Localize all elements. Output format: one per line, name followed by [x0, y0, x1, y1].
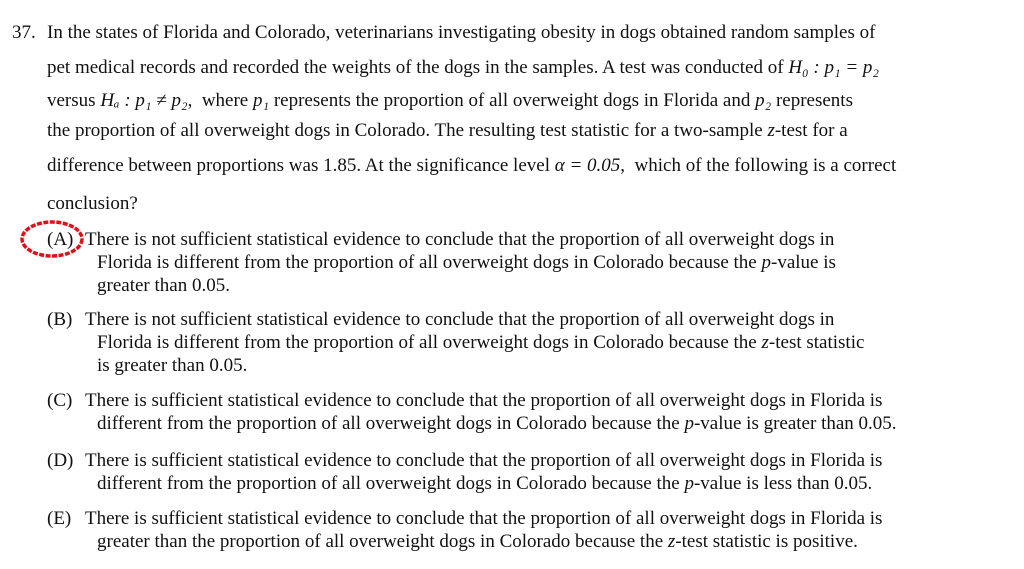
answer-circle [20, 220, 84, 258]
math: p [684, 413, 694, 434]
text-line: different from the proportion of all ove… [97, 413, 897, 435]
math: z [767, 120, 775, 141]
text: greater than the proportion of all overw… [97, 531, 668, 552]
text: There is not sufficient statistical evid… [85, 309, 835, 330]
text: -test for a [774, 120, 848, 141]
text: There is sufficient statistical evidence… [85, 450, 883, 471]
text-line: Florida is different from the proportion… [97, 252, 836, 274]
math: α = 0.05 [554, 155, 621, 176]
math: z [667, 531, 676, 552]
text-line: pet medical records and recorded the wei… [47, 57, 879, 79]
text: is greater than 0.05. [97, 355, 248, 376]
math: z [761, 332, 769, 353]
option-label: (D) [47, 450, 74, 471]
text: , where [187, 90, 253, 111]
math: Hₐ : p₁ ≠ p₂ [100, 90, 188, 111]
text: There is not sufficient statistical evid… [85, 229, 835, 250]
text-line: different from the proportion of all ove… [97, 473, 872, 495]
text-line: is greater than 0.05. [97, 355, 247, 377]
text-line: greater than 0.05. [97, 275, 230, 297]
option-label: (B) [47, 309, 73, 330]
text-line: There is sufficient statistical evidence… [85, 450, 882, 472]
text-line: difference between proportions was 1.85.… [47, 155, 896, 177]
text-line: conclusion? [47, 193, 138, 215]
text: greater than 0.05. [97, 275, 230, 296]
text-line: In the states of Florida and Colorado, v… [47, 22, 875, 44]
text-line: There is sufficient statistical evidence… [85, 508, 882, 530]
text: different from the proportion of all ove… [97, 473, 685, 494]
text: There is sufficient statistical evidence… [85, 390, 883, 411]
text: In the states of Florida and Colorado, v… [47, 22, 876, 43]
text: pet medical records and recorded the wei… [47, 57, 789, 78]
text: represents the proportion of all overwei… [269, 90, 756, 111]
option-label: (C) [47, 390, 73, 411]
text-line: the proportion of all overweight dogs in… [47, 120, 848, 142]
text: -test statistic [768, 332, 865, 353]
text: difference between proportions was 1.85.… [47, 155, 555, 176]
question-number: 37. [12, 22, 36, 43]
text-line: There is not sufficient statistical evid… [85, 229, 834, 251]
text: -value is less than 0.05. [693, 473, 873, 494]
option-label: (E) [47, 508, 72, 529]
math: p₁ [252, 90, 270, 111]
math: p [761, 252, 772, 273]
text: Florida is different from the proportion… [97, 332, 762, 353]
text-line: There is sufficient statistical evidence… [85, 390, 882, 412]
option-label: (A) [47, 229, 74, 250]
math: H₀ : p₁ = p₂ [788, 57, 880, 78]
text: conclusion? [47, 193, 138, 214]
text: There is sufficient statistical evidence… [85, 508, 883, 529]
text: -test statistic is positive. [675, 531, 858, 552]
text: -value is greater than 0.05. [693, 413, 897, 434]
text-line: There is not sufficient statistical evid… [85, 309, 834, 331]
math: p₂ [755, 90, 772, 111]
text: Florida is different from the proportion… [97, 252, 762, 273]
text: -value is [771, 252, 836, 273]
text-line: Florida is different from the proportion… [97, 332, 864, 354]
text: , which of the following is a correct [620, 155, 897, 176]
text: the proportion of all overweight dogs in… [47, 120, 768, 141]
text: different from the proportion of all ove… [97, 413, 685, 434]
text: versus [47, 90, 101, 111]
text-line: greater than the proportion of all overw… [97, 531, 858, 553]
text-line: versus Hₐ : p₁ ≠ p₂, where p₁ represents… [47, 90, 853, 112]
text: represents [771, 90, 853, 111]
math: p [684, 473, 694, 494]
